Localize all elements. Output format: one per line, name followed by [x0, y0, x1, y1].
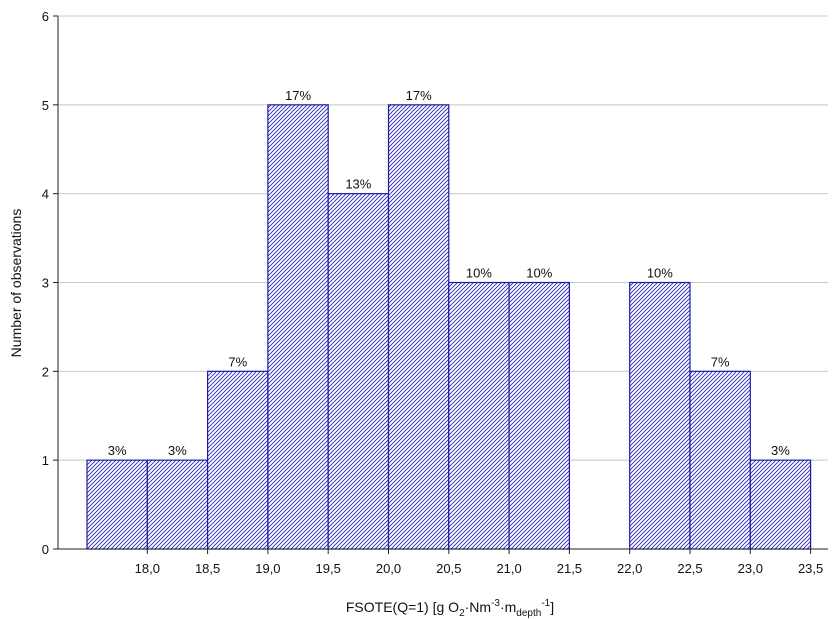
x-tick-label-11: 23,5	[798, 561, 823, 576]
x-tick-label-4: 20,0	[376, 561, 401, 576]
x-tick-label-8: 22,0	[617, 561, 642, 576]
bar-8	[629, 281, 691, 550]
x-tick-label-10: 23,0	[738, 561, 763, 576]
x-axis-title-sub1: 2	[459, 608, 465, 619]
y-tick-label-6: 6	[42, 9, 49, 24]
bar-0	[86, 459, 148, 550]
bar-label-0: 3%	[108, 443, 127, 458]
x-axis-title-sup2: -1	[541, 598, 550, 609]
x-axis-title-prefix: FSOTE(Q=1) [g O	[346, 599, 459, 615]
bar-7	[508, 281, 571, 550]
y-tick-label-1: 1	[42, 453, 49, 468]
bar-label-1: 3%	[168, 443, 187, 458]
bar-9	[689, 370, 751, 550]
bar-1	[146, 459, 209, 550]
bar-label-10: 3%	[771, 443, 790, 458]
x-axis-title-sub2: depth	[516, 608, 541, 619]
bar-4	[327, 193, 390, 550]
bar-label-6: 10%	[466, 266, 492, 281]
x-tick-label-9: 22,5	[677, 561, 702, 576]
data-labels: 3% 3% 7% 17% 13% 17% 10% 10% 10% 7% 3%	[108, 88, 791, 458]
tick-labels: 0 1 2 3 4 5 6 18,0 18,5 19,0 19,5 20,0 20,5 21,0 21,5 2…	[42, 9, 823, 576]
bar-label-3: 17%	[285, 88, 311, 103]
bar-label-5: 17%	[406, 88, 432, 103]
bar-label-8: 10%	[647, 266, 673, 281]
x-axis-title: FSOTE(Q=1) [g O2·Nm-3·mdepth-1]	[346, 598, 554, 619]
bar-5	[387, 104, 450, 550]
bar-3	[267, 104, 329, 550]
bar-6	[448, 281, 510, 550]
axes	[53, 15, 828, 554]
x-tick-label-7: 21,5	[557, 561, 582, 576]
bar-label-4: 13%	[345, 177, 371, 192]
x-tick-label-5: 20,5	[436, 561, 461, 576]
x-tick-label-6: 21,0	[496, 561, 521, 576]
x-axis-title-mid2: ·m	[500, 599, 516, 615]
x-axis-title-suffix: ]	[550, 599, 554, 615]
y-tick-label-5: 5	[42, 98, 49, 113]
x-axis-title-mid: ·Nm	[465, 599, 491, 615]
x-tick-label-0: 18,0	[135, 561, 160, 576]
y-tick-label-4: 4	[42, 187, 49, 202]
y-tick-label-2: 2	[42, 364, 49, 379]
bar-label-2: 7%	[228, 354, 247, 369]
y-tick-label-3: 3	[42, 276, 49, 291]
bar-2	[207, 370, 269, 550]
bar-10	[749, 459, 812, 550]
y-tick-label-0: 0	[42, 542, 49, 557]
x-tick-label-2: 19,0	[255, 561, 280, 576]
bars	[86, 104, 812, 550]
x-tick-label-3: 19,5	[316, 561, 341, 576]
y-axis-title: Number of observations	[8, 209, 24, 358]
x-axis-title-sup1: -3	[491, 598, 500, 609]
bar-label-7: 10%	[526, 266, 552, 281]
x-tick-label-1: 18,5	[195, 561, 220, 576]
bar-label-9: 7%	[711, 354, 730, 369]
